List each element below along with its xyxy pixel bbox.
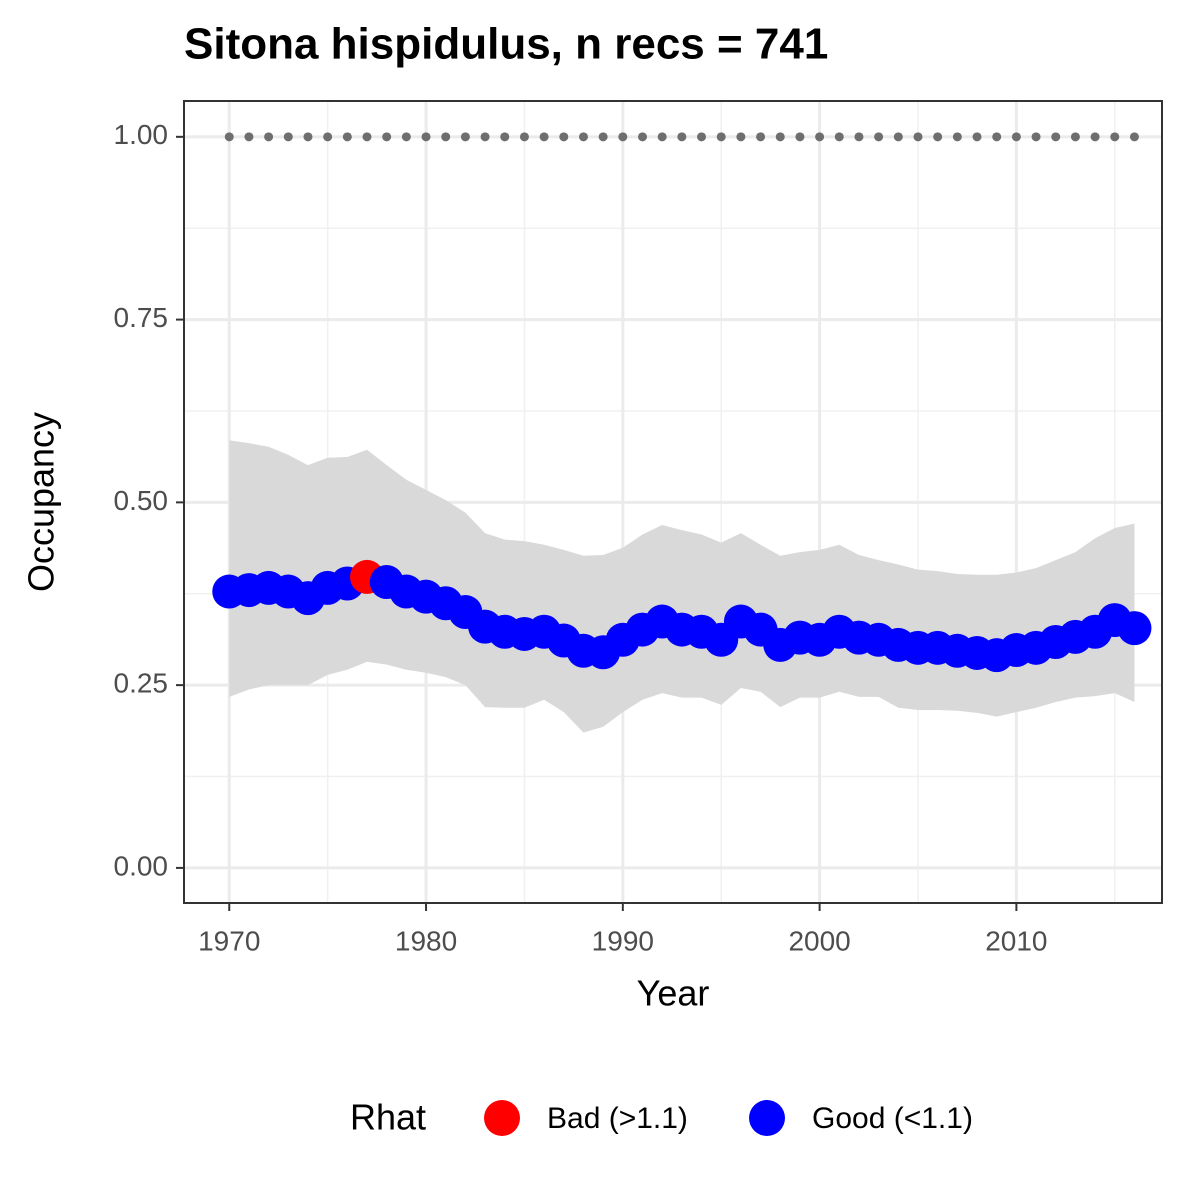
reference-dot xyxy=(362,132,372,142)
x-axis-title: Year xyxy=(637,973,710,1014)
reference-dot xyxy=(1090,132,1100,142)
reference-dot xyxy=(716,132,726,142)
reference-dot xyxy=(441,132,451,142)
legend-title: Rhat xyxy=(350,1097,426,1138)
reference-dot xyxy=(952,132,962,142)
reference-dot xyxy=(657,132,667,142)
reference-dot xyxy=(539,132,549,142)
legend-label: Bad (>1.1) xyxy=(547,1102,688,1135)
legend-key xyxy=(749,1100,785,1136)
reference-dot xyxy=(519,132,529,142)
reference-dot xyxy=(834,132,844,142)
reference-dot xyxy=(323,132,333,142)
reference-dot xyxy=(1031,132,1041,142)
x-tick-label: 1990 xyxy=(592,925,654,956)
reference-dot xyxy=(677,132,687,142)
reference-dot xyxy=(618,132,628,142)
reference-dot xyxy=(342,132,352,142)
reference-dot xyxy=(1129,132,1139,142)
y-tick-label: 0.50 xyxy=(114,485,169,516)
reference-dot xyxy=(795,132,805,142)
reference-dot xyxy=(244,132,254,142)
reference-dot xyxy=(893,132,903,142)
reference-dot xyxy=(224,132,234,142)
reference-dot xyxy=(756,132,766,142)
y-tick-label: 0.75 xyxy=(114,302,169,333)
reference-dot xyxy=(559,132,569,142)
point xyxy=(1117,611,1152,646)
x-tick-label: 2010 xyxy=(985,925,1047,956)
x-tick-label: 1970 xyxy=(198,925,260,956)
reference-dot xyxy=(460,132,470,142)
reference-dot xyxy=(1011,132,1021,142)
reference-dot xyxy=(775,132,785,142)
y-tick-label: 0.00 xyxy=(114,850,169,881)
reference-dot xyxy=(303,132,313,142)
reference-dot xyxy=(480,132,490,142)
y-axis-title: Occupancy xyxy=(21,412,62,592)
reference-dot xyxy=(598,132,608,142)
reference-dot xyxy=(578,132,588,142)
reference-dot xyxy=(421,132,431,142)
reference-dot xyxy=(382,132,392,142)
reference-dot xyxy=(1110,132,1120,142)
reference-dot xyxy=(854,132,864,142)
legend-label: Good (<1.1) xyxy=(812,1102,973,1135)
reference-dot xyxy=(815,132,825,142)
reference-dot xyxy=(401,132,411,142)
reference-dot xyxy=(500,132,510,142)
reference-dot xyxy=(874,132,884,142)
y-tick-label: 1.00 xyxy=(114,119,169,150)
reference-dot xyxy=(1051,132,1061,142)
y-tick-label: 0.25 xyxy=(114,668,169,699)
reference-dot xyxy=(637,132,647,142)
x-tick-label: 1980 xyxy=(395,925,457,956)
reference-dot xyxy=(283,132,293,142)
reference-dot xyxy=(933,132,943,142)
reference-dot xyxy=(913,132,923,142)
reference-dot xyxy=(697,132,707,142)
reference-dot xyxy=(264,132,274,142)
legend-key xyxy=(484,1100,520,1136)
x-tick-label: 2000 xyxy=(788,925,850,956)
reference-dot xyxy=(736,132,746,142)
chart-title: Sitona hispidulus, n recs = 741 xyxy=(184,20,828,69)
reference-dot xyxy=(972,132,982,142)
reference-dot xyxy=(992,132,1002,142)
reference-dot xyxy=(1070,132,1080,142)
